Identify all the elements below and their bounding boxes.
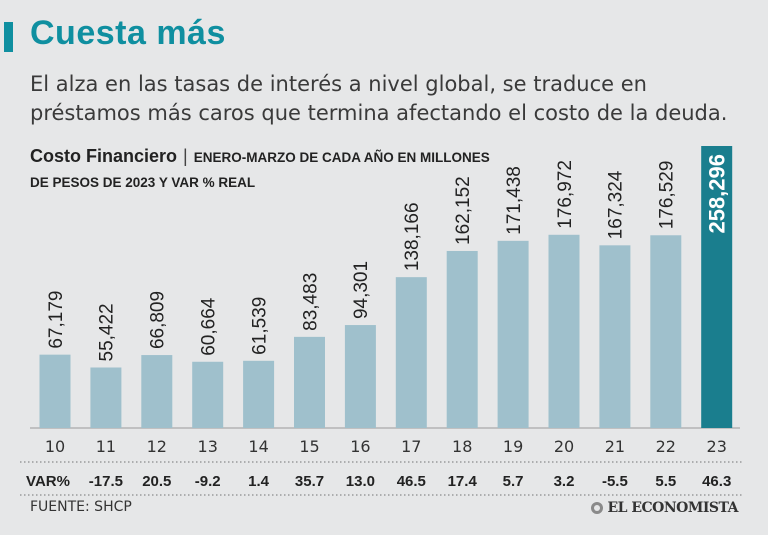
category-label-23: 23 bbox=[707, 437, 727, 456]
chart-description-line2: DE PESOS DE 2023 Y VAR % REAL bbox=[30, 175, 256, 190]
var-value-20: 3.2 bbox=[554, 473, 575, 490]
bar-14 bbox=[243, 360, 275, 428]
var-value-22: 5.5 bbox=[655, 473, 676, 490]
bar-16 bbox=[344, 325, 376, 428]
var-value-11: -17.5 bbox=[89, 473, 123, 490]
bar-22 bbox=[650, 235, 682, 428]
page-title: Cuesta más bbox=[30, 14, 226, 52]
var-value-17: 46.5 bbox=[397, 473, 426, 490]
bar-17 bbox=[395, 277, 427, 428]
category-label-20: 20 bbox=[554, 437, 574, 456]
bar-18 bbox=[446, 250, 478, 428]
chart-name: Costo Financiero bbox=[30, 146, 178, 166]
var-row-label: VAR% bbox=[26, 473, 70, 490]
value-label-17: 138,166 bbox=[402, 202, 423, 271]
brand-logo: EL ECONOMISTA bbox=[591, 500, 738, 516]
value-label-15: 83,483 bbox=[300, 273, 321, 331]
category-label-12: 12 bbox=[147, 437, 167, 456]
value-label-12: 66,809 bbox=[148, 291, 169, 349]
category-label-14: 14 bbox=[248, 437, 268, 456]
chart-heading: Costo Financiero | ENERO-MARZO DE CADA AÑO… bbox=[30, 146, 490, 167]
category-label-22: 22 bbox=[656, 437, 676, 456]
category-label-15: 15 bbox=[299, 437, 319, 456]
bar-20 bbox=[548, 234, 580, 428]
value-label-11: 55,422 bbox=[97, 303, 118, 361]
var-value-12: 20.5 bbox=[142, 473, 171, 490]
value-label-23: 258,296 bbox=[705, 154, 730, 234]
var-value-15: 35.7 bbox=[295, 473, 324, 490]
value-label-14: 61,539 bbox=[249, 297, 270, 355]
bar-19 bbox=[497, 240, 529, 428]
value-label-19: 171,438 bbox=[504, 166, 525, 235]
category-label-21: 21 bbox=[605, 437, 625, 456]
chart-heading-separator: | bbox=[183, 146, 188, 166]
bar-21 bbox=[599, 245, 631, 428]
category-label-19: 19 bbox=[503, 437, 523, 456]
value-label-13: 60,664 bbox=[199, 297, 220, 356]
bar-12 bbox=[141, 355, 173, 428]
value-label-21: 167,324 bbox=[606, 170, 627, 239]
var-value-21: -5.5 bbox=[602, 473, 628, 490]
bar-13 bbox=[192, 361, 224, 428]
bar-23 bbox=[701, 146, 733, 428]
value-label-10: 67,179 bbox=[46, 291, 67, 349]
value-label-22: 176,529 bbox=[657, 161, 678, 230]
title-accent-bar bbox=[4, 22, 13, 52]
var-value-19: 5.7 bbox=[503, 473, 524, 490]
var-value-14: 1.4 bbox=[248, 473, 270, 490]
category-label-13: 13 bbox=[198, 437, 218, 456]
source-note: FUENTE: SHCP bbox=[30, 499, 132, 515]
bar-15 bbox=[294, 336, 325, 428]
category-label-17: 17 bbox=[401, 437, 421, 456]
page-subtitle: El alza en las tasas de interés a nivel … bbox=[30, 72, 728, 125]
var-value-13: -9.2 bbox=[195, 473, 221, 490]
var-value-23: 46.3 bbox=[702, 473, 731, 490]
category-label-16: 16 bbox=[350, 437, 370, 456]
var-value-16: 13.0 bbox=[346, 473, 375, 490]
category-label-11: 11 bbox=[96, 437, 116, 456]
var-value-18: 17.4 bbox=[448, 473, 478, 490]
value-label-16: 94,301 bbox=[351, 261, 372, 319]
value-label-20: 176,972 bbox=[555, 160, 576, 229]
bar-11 bbox=[90, 367, 122, 428]
chart-description-line1: ENERO-MARZO DE CADA AÑO EN MILLONES bbox=[193, 150, 490, 165]
el-economista-logo-icon bbox=[591, 502, 604, 514]
category-label-18: 18 bbox=[452, 437, 472, 456]
bar-10 bbox=[39, 354, 71, 428]
category-label-10: 10 bbox=[45, 437, 65, 456]
value-label-18: 162,152 bbox=[453, 176, 474, 245]
logo-text: EL ECONOMISTA bbox=[607, 500, 738, 516]
